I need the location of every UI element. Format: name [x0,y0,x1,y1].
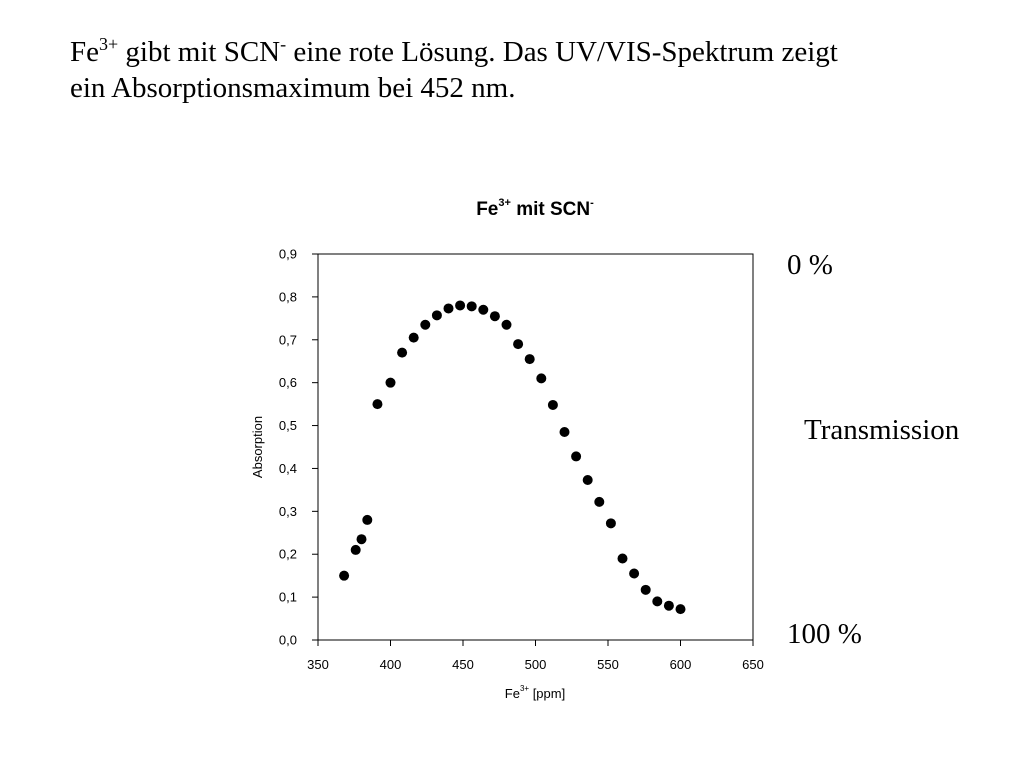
data-point [372,399,383,410]
y-tick-label: 0,2 [279,547,297,562]
heading-line-2: ein Absorptionsmaximum bei 452 nm. [70,72,516,104]
x-tick-label: 550 [597,657,619,672]
data-points [339,300,686,615]
heading-superscript: 3+ [99,34,119,54]
data-point [594,496,605,507]
heading-text: eine rote Lösung. Das UV/VIS-Spektrum ze… [286,36,838,68]
data-point [489,311,500,322]
chart-title-text: mit SCN [511,199,590,220]
data-point [524,354,535,365]
data-point [605,518,616,529]
transmission-0-label: 0 % [787,249,833,281]
x-axis-label-superscript: 3+ [520,684,529,693]
data-point [408,332,419,343]
x-tick-label: 650 [742,657,764,672]
data-point [339,570,350,581]
x-axis-label-text: [ppm] [529,686,565,701]
y-tick-label: 0,9 [279,247,297,262]
y-tick-label: 0,5 [279,418,297,433]
x-tick-label: 500 [525,657,547,672]
data-point [420,319,431,330]
heading-superscript: - [280,34,287,54]
y-tick-label: 0,7 [279,332,297,347]
chart-title-superscript: 3+ [498,197,511,209]
chart-title: Fe3+ mit SCN- [476,197,594,220]
heading-text: Fe [70,36,99,68]
chart-title-superscript: - [590,197,594,209]
y-axis: 0,0 0,1 0,2 0,3 0,4 0,5 0,6 0,7 0,8 0,9 [279,247,318,648]
y-tick-label: 0,6 [279,375,297,390]
data-point [478,304,489,315]
x-tick-label: 600 [670,657,692,672]
chart-title-text: Fe [476,199,498,220]
data-point [501,319,512,330]
data-point [571,451,582,462]
data-point [547,399,558,410]
data-point [629,568,640,579]
data-point [455,300,466,311]
data-point [675,604,686,615]
slide-heading: Fe3+ gibt mit SCN- eine rote Lösung. Das… [70,34,1000,106]
y-tick-label: 0,3 [279,504,297,519]
y-tick-label: 0,0 [279,633,297,648]
data-point [362,514,373,525]
x-tick-label: 450 [452,657,474,672]
data-point [559,426,570,437]
y-tick-label: 0,4 [279,461,297,476]
data-point [356,534,367,545]
data-point [513,339,524,350]
data-point [385,377,396,388]
plot-frame [317,253,754,641]
heading-line-1: Fe3+ gibt mit SCN- eine rote Lösung. Das… [70,34,1000,70]
y-axis-label: Absorption [250,416,265,478]
data-point [397,347,408,358]
data-point [350,544,361,555]
x-axis: 350 400 450 500 550 600 650 [307,640,764,672]
data-point [582,475,593,486]
data-point [617,553,628,564]
x-tick-label: 400 [380,657,402,672]
x-axis-label: Fe3+ [ppm] [505,684,565,701]
heading-text: gibt mit SCN [118,36,281,68]
y-tick-label: 0,1 [279,590,297,605]
y-tick-label: 0,8 [279,289,297,304]
data-point [652,596,663,607]
x-axis-label-text: Fe [505,686,520,701]
data-point [640,584,651,595]
x-tick-label: 350 [307,657,329,672]
transmission-100-label: 100 % [787,618,862,650]
data-point [663,600,674,611]
data-point [443,303,454,314]
data-point [536,373,547,384]
data-point [466,301,477,312]
transmission-label: Transmission [804,414,960,446]
data-point [431,310,442,321]
